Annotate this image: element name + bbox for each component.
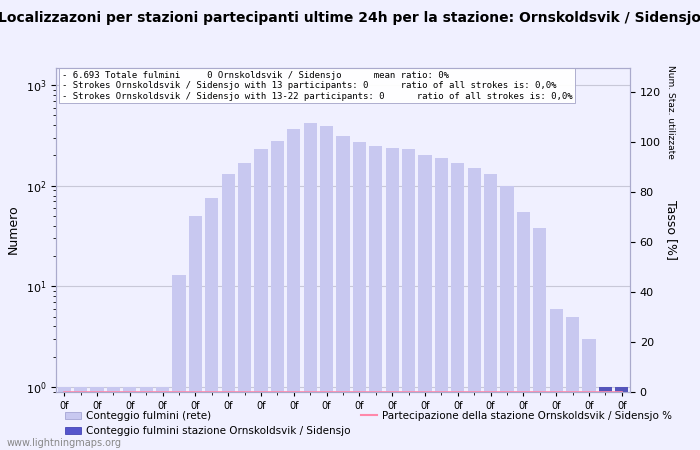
Y-axis label: Numero: Numero xyxy=(7,205,20,254)
Bar xyxy=(419,156,432,450)
Bar xyxy=(582,339,596,450)
Text: Localizzazoni per stazioni partecipanti ultime 24h per la stazione: Ornskoldsvik: Localizzazoni per stazioni partecipanti … xyxy=(0,11,700,25)
Bar xyxy=(172,275,186,450)
Bar xyxy=(598,387,612,450)
Legend: Conteggio fulmini (rete), Conteggio fulmini stazione Ornskoldsvik / Sidensjo, Pa: Conteggio fulmini (rete), Conteggio fulm… xyxy=(61,407,676,440)
Text: Num. Staz. utilizzate: Num. Staz. utilizzate xyxy=(666,65,676,159)
Bar xyxy=(615,387,629,450)
Bar xyxy=(74,387,88,450)
Bar xyxy=(452,162,464,450)
Bar xyxy=(386,148,399,450)
Bar xyxy=(468,168,481,450)
Bar xyxy=(500,186,514,450)
Bar xyxy=(123,387,136,450)
Bar xyxy=(271,141,284,450)
Bar xyxy=(222,174,235,450)
Bar xyxy=(484,174,497,450)
Bar xyxy=(337,136,349,450)
Bar xyxy=(90,387,104,450)
Bar xyxy=(566,317,579,450)
Bar xyxy=(254,149,267,450)
Text: www.lightningmaps.org: www.lightningmaps.org xyxy=(7,438,122,448)
Bar xyxy=(238,162,251,450)
Bar xyxy=(435,158,448,450)
Bar xyxy=(615,387,629,450)
Bar xyxy=(369,146,382,450)
Bar xyxy=(353,142,366,450)
Bar xyxy=(550,309,563,450)
Y-axis label: Tasso [%]: Tasso [%] xyxy=(664,199,678,260)
Bar xyxy=(189,216,202,450)
Bar xyxy=(139,387,153,450)
Bar xyxy=(598,387,612,450)
Bar xyxy=(304,123,317,450)
Bar xyxy=(287,129,300,450)
Text: - 6.693 Totale fulmini     0 Ornskoldsvik / Sidensjo      mean ratio: 0%
- Strok: - 6.693 Totale fulmini 0 Ornskoldsvik / … xyxy=(62,71,573,100)
Bar xyxy=(107,387,120,450)
Bar xyxy=(156,387,169,450)
Bar xyxy=(517,212,530,450)
Bar xyxy=(205,198,218,450)
Bar xyxy=(320,126,333,450)
Bar xyxy=(57,387,71,450)
Bar xyxy=(402,149,415,450)
Bar xyxy=(533,228,547,450)
